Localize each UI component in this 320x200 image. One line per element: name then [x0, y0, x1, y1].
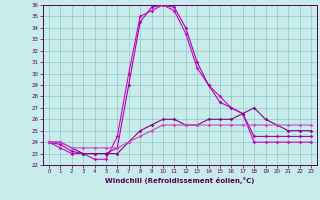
X-axis label: Windchill (Refroidissement éolien,°C): Windchill (Refroidissement éolien,°C) [105, 177, 255, 184]
